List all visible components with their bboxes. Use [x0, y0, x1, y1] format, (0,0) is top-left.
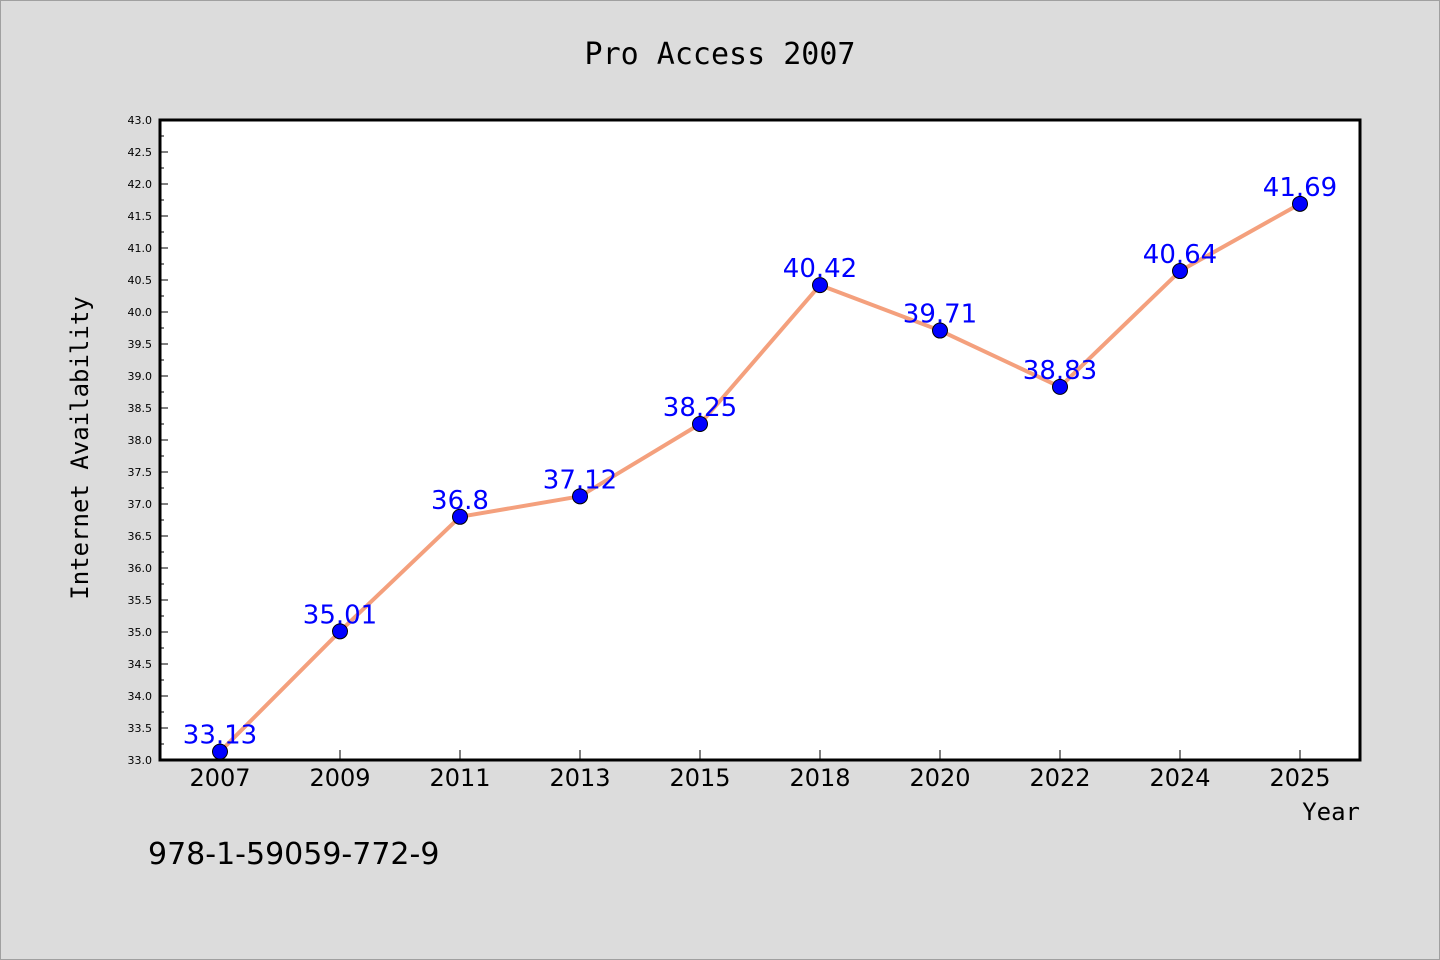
data-label: 40.64 [1143, 240, 1217, 270]
y-tick-label: 34.0 [128, 690, 153, 703]
data-point [812, 277, 828, 294]
y-tick-label: 41.0 [128, 242, 153, 255]
footer-isbn: 978-1-59059-772-9 [148, 837, 439, 872]
data-label: 33.13 [183, 721, 257, 751]
chart-title: Pro Access 2007 [585, 37, 856, 72]
data-label: 40.42 [783, 254, 857, 284]
x-tick-label: 2025 [1269, 764, 1330, 792]
plot-area [160, 120, 1360, 760]
data-labels: 33.13 35.01 36.8 37.12 38.25 40.42 39.71 38.83 4… [183, 173, 1337, 751]
y-tick-label: 34.5 [128, 658, 153, 671]
y-tick-label: 36.5 [128, 530, 153, 543]
data-point [692, 416, 708, 432]
y-tick-label: 42.5 [128, 146, 153, 159]
data-point [932, 322, 948, 339]
data-label: 36.8 [431, 486, 489, 516]
y-tick-label: 38.0 [128, 434, 153, 447]
y-tick-label: 39.5 [128, 338, 153, 351]
data-label: 37.12 [543, 465, 617, 495]
series-line-group [218, 202, 1301, 754]
data-point [1052, 378, 1068, 395]
y-tick-label: 40.5 [128, 274, 153, 287]
data-point [1292, 195, 1308, 212]
data-label: 35.01 [303, 600, 377, 630]
x-tick-label: 2013 [549, 764, 610, 792]
y-tick-label: 33.5 [128, 722, 153, 735]
x-axis: 2007 2009 2011 2013 2015 2018 2020 2022 2024 2025 [189, 750, 1331, 792]
y-tick-label: 43.0 [128, 114, 153, 127]
data-point [332, 623, 348, 640]
data-point [1172, 263, 1188, 280]
data-point [572, 488, 588, 505]
y-tick-label: 35.5 [128, 594, 153, 607]
x-tick-label: 2009 [309, 764, 370, 792]
y-tick-label: 33.0 [128, 754, 153, 767]
y-tick-label: 42.0 [128, 178, 153, 191]
data-markers [212, 195, 1308, 760]
x-tick-label: 2007 [189, 764, 250, 792]
x-tick-label: 2020 [909, 764, 970, 792]
y-tick-label: 41.5 [128, 210, 153, 223]
data-label: 38.25 [663, 393, 737, 423]
series-line [218, 202, 1301, 754]
x-axis-label: Year [1302, 798, 1360, 826]
plot-border [158, 118, 1362, 762]
x-tick-label: 2024 [1149, 764, 1210, 792]
data-label: 41.69 [1263, 173, 1337, 203]
y-tick-label: 39.0 [128, 370, 153, 383]
x-tick-label: 2022 [1029, 764, 1090, 792]
y-tick-label: 40.0 [128, 306, 153, 319]
x-tick-label: 2018 [789, 764, 850, 792]
data-point [452, 508, 468, 525]
y-tick-label: 38.5 [128, 402, 153, 415]
x-tick-label: 2015 [669, 764, 730, 792]
y-tick-label: 35.0 [128, 626, 153, 639]
data-label: 39.71 [903, 300, 977, 330]
y-axis-label: Internet Availability [66, 296, 94, 599]
y-tick-label: 37.0 [128, 498, 153, 511]
y-tick-label: 37.5 [128, 466, 153, 479]
y-tick-label: 36.0 [128, 562, 153, 575]
x-tick-label: 2011 [429, 764, 490, 792]
data-label: 38.83 [1023, 356, 1097, 386]
